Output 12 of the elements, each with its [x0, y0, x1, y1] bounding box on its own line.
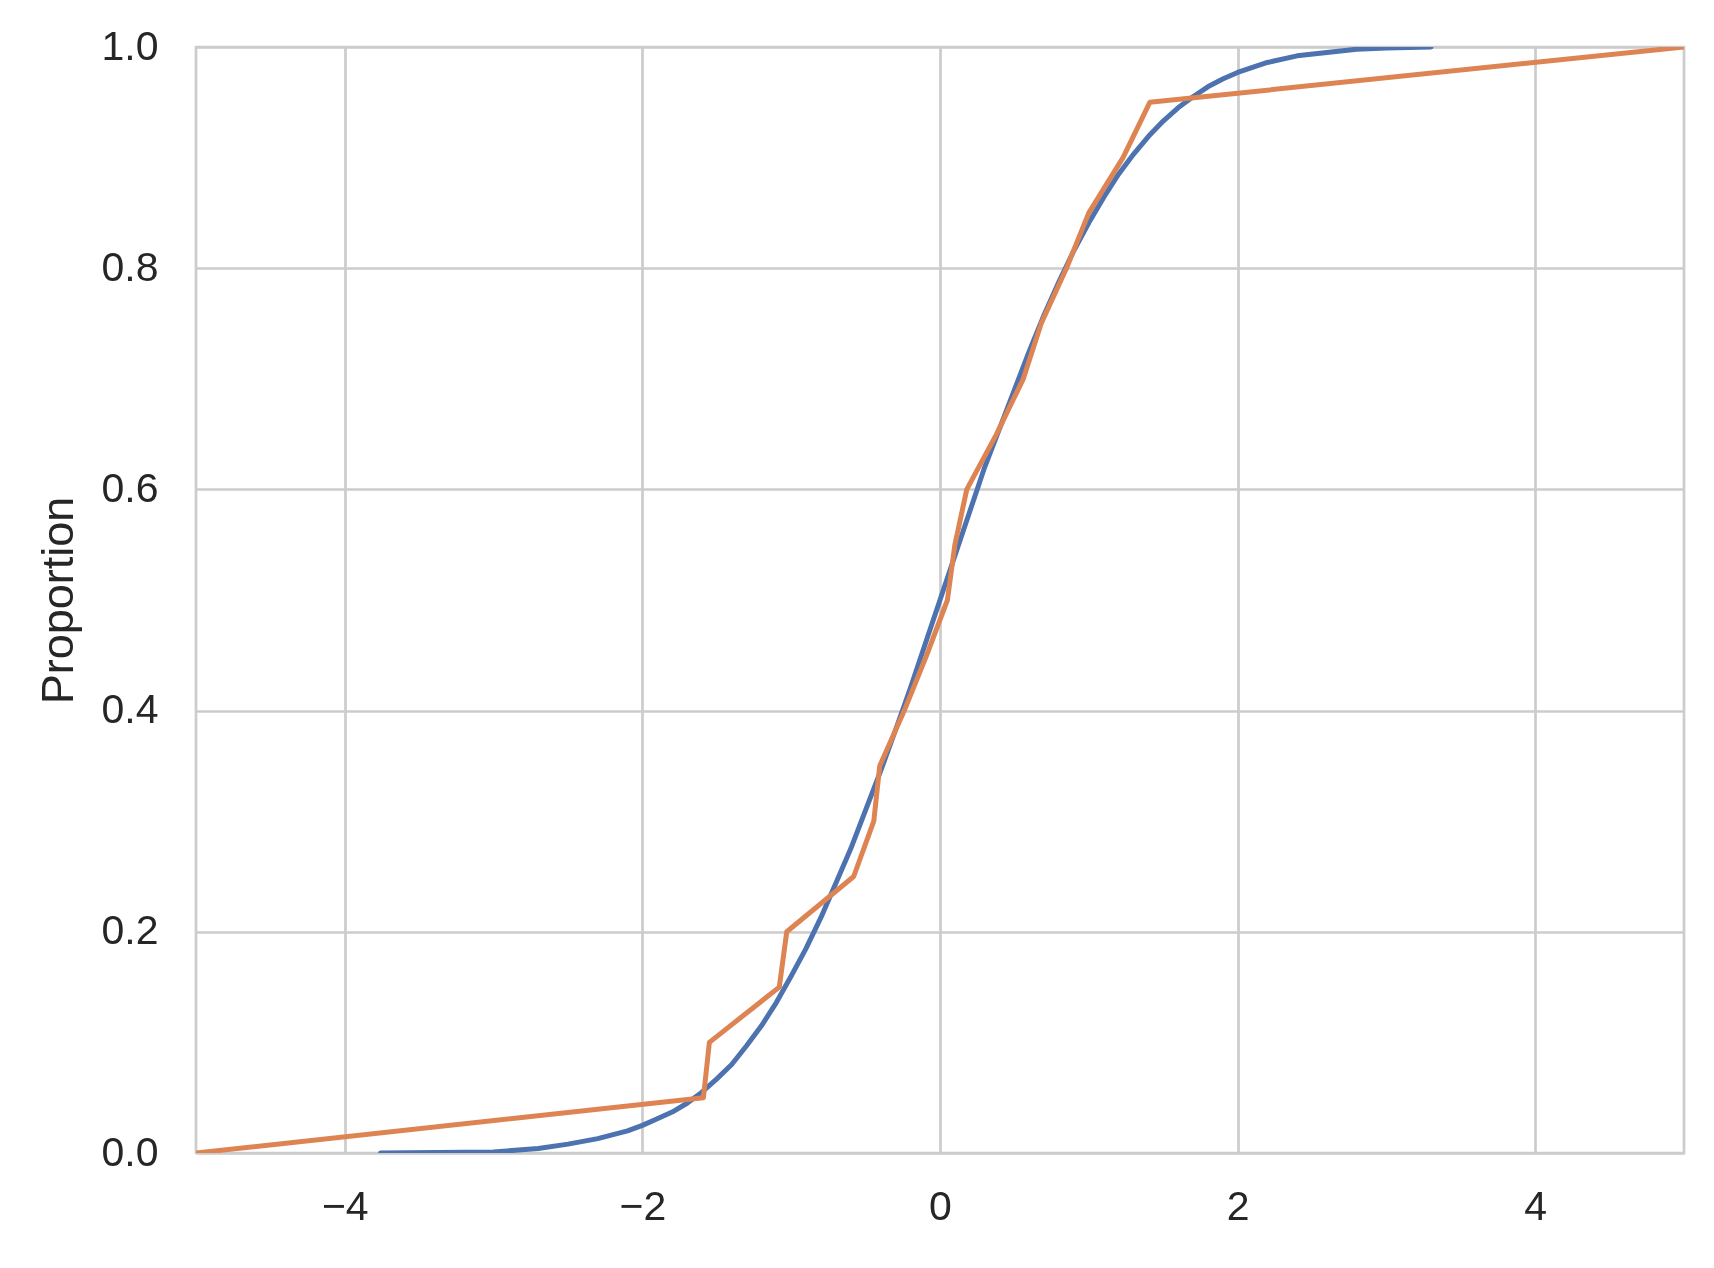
- y-tick-label: 0.4: [101, 686, 159, 733]
- y-tick-label: 0.8: [101, 243, 159, 290]
- x-tick-label: −2: [619, 1182, 667, 1229]
- x-tick-label: 4: [1524, 1182, 1548, 1229]
- x-tick-label: 2: [1226, 1182, 1250, 1229]
- y-axis-title: Proportion: [31, 496, 83, 705]
- y-tick-label: 0.0: [101, 1128, 159, 1175]
- y-tick-label: 0.6: [101, 464, 159, 511]
- x-tick-label: 0: [929, 1182, 952, 1229]
- x-tick-label: −4: [321, 1182, 369, 1229]
- y-tick-label: 0.2: [101, 907, 159, 954]
- y-tick-label: 1.0: [101, 22, 159, 69]
